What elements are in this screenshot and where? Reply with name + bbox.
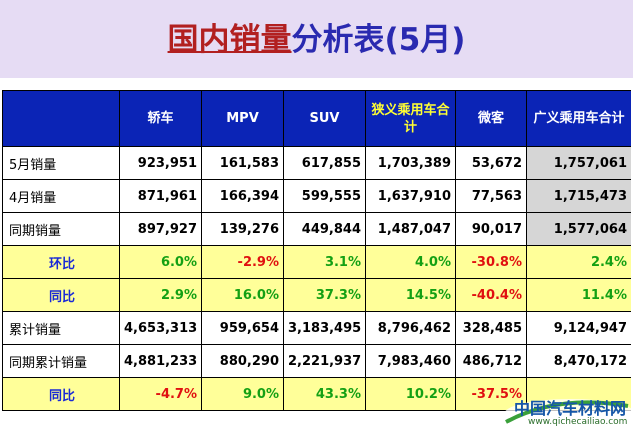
table-cell: 3.1% <box>283 245 366 279</box>
table-row: 同比 2.9% 16.0% 37.3% 14.5% -40.4% 11.4% <box>2 278 631 312</box>
table-cell: 3,183,495 <box>283 311 366 345</box>
table-row: 5月销量 923,951 161,583 617,855 1,703,389 53,672… <box>2 146 631 180</box>
table-cell: 328,485 <box>455 311 527 345</box>
watermark-logo <box>504 399 633 429</box>
row-label: 4月销量 <box>2 179 120 213</box>
watermark-name: 中国汽车材料网 <box>514 399 627 418</box>
table-cell: 139,276 <box>201 212 284 246</box>
table-cell: -2.9% <box>201 245 284 279</box>
row-label: 环比 <box>2 245 120 279</box>
table-header-row: 轿车 MPV SUV 狭义乘用车合计 微客 广义乘用车合计 <box>2 90 631 147</box>
row-label: 累计销量 <box>2 311 120 345</box>
table-cell: 897,927 <box>119 212 202 246</box>
header-cell <box>2 90 120 147</box>
title-part-1: 国内销量 <box>167 22 292 58</box>
header-cell: 微客 <box>455 90 527 147</box>
table-cell: 9.0% <box>201 377 284 411</box>
page-title: 国内销量分析表(5月) <box>0 14 633 59</box>
row-label: 同比 <box>2 377 120 411</box>
table-cell: 16.0% <box>201 278 284 312</box>
row-label: 同比 <box>2 278 120 312</box>
watermark-arc-icon <box>505 400 629 424</box>
header-cell: SUV <box>283 90 366 147</box>
table-cell: 9,124,947 <box>526 311 631 345</box>
table-cell: 2.4% <box>526 245 631 279</box>
table-cell: 599,555 <box>283 179 366 213</box>
table-cell: 1,637,910 <box>365 179 456 213</box>
table-cell: 8,796,462 <box>365 311 456 345</box>
table-cell: 617,855 <box>283 146 366 180</box>
table-cell: 4,881,233 <box>119 344 202 378</box>
table-cell: 7,983,460 <box>365 344 456 378</box>
table-row: 4月销量 871,961 166,394 599,555 1,637,910 77,563… <box>2 179 631 213</box>
table-cell: 43.3% <box>283 377 366 411</box>
header-cell: MPV <box>201 90 284 147</box>
table-cell: 53,672 <box>455 146 527 180</box>
table-cell: 1,577,064 <box>526 212 631 246</box>
table-cell: 449,844 <box>283 212 366 246</box>
table-cell: -30.8% <box>455 245 527 279</box>
header-cell: 广义乘用车合计 <box>526 90 631 147</box>
table-cell: 90,017 <box>455 212 527 246</box>
table-row: 环比 6.0% -2.9% 3.1% 4.0% -30.8% 2.4% <box>2 245 631 279</box>
table-cell: -4.7% <box>119 377 202 411</box>
table-row: 同期销量 897,927 139,276 449,844 1,487,047 90,017… <box>2 212 631 246</box>
row-label: 同期累计销量 <box>2 344 120 378</box>
table-cell: 1,757,061 <box>526 146 631 180</box>
table-cell: 2.9% <box>119 278 202 312</box>
table-cell: 1,487,047 <box>365 212 456 246</box>
table-cell: 14.5% <box>365 278 456 312</box>
table-cell: 6.0% <box>119 245 202 279</box>
table-cell: 1,715,473 <box>526 179 631 213</box>
title-banner <box>0 0 633 78</box>
table-cell: 161,583 <box>201 146 284 180</box>
sales-table: 轿车 MPV SUV 狭义乘用车合计 微客 广义乘用车合计 5月销量 923,95… <box>2 90 631 411</box>
table-cell: 77,563 <box>455 179 527 213</box>
row-label: 同期销量 <box>2 212 120 246</box>
header-cell: 轿车 <box>119 90 202 147</box>
watermark-swoosh-icon <box>504 399 633 429</box>
header-cell: 狭义乘用车合计 <box>365 90 456 147</box>
table-cell: 4,653,313 <box>119 311 202 345</box>
table-cell: 37.3% <box>283 278 366 312</box>
table-cell: -37.5% <box>455 377 527 411</box>
table-cell: 486,712 <box>455 344 527 378</box>
table-cell: 871,961 <box>119 179 202 213</box>
table-cell: 959,654 <box>201 311 284 345</box>
table-cell: 166,394 <box>201 179 284 213</box>
table-cell: 10.2% <box>365 377 456 411</box>
table-cell: 1,703,389 <box>365 146 456 180</box>
table-cell: 2,221,937 <box>283 344 366 378</box>
row-label: 5月销量 <box>2 146 120 180</box>
watermark-url: www.qichecailiao.com <box>528 417 628 427</box>
table-row: 同比 -4.7% 9.0% 43.3% 10.2% -37.5% <box>2 377 631 411</box>
table-cell: 923,951 <box>119 146 202 180</box>
table-cell: 11.4% <box>526 278 631 312</box>
table-cell: 4.0% <box>365 245 456 279</box>
table-row: 同期累计销量 4,881,233 880,290 2,221,937 7,983,460… <box>2 344 631 378</box>
table-row: 累计销量 4,653,313 959,654 3,183,495 8,796,462 32… <box>2 311 631 345</box>
title-part-2: 分析表(5月) <box>291 22 466 58</box>
sales-table-container: 轿车 MPV SUV 狭义乘用车合计 微客 广义乘用车合计 5月销量 923,95… <box>2 90 631 433</box>
table-cell: 880,290 <box>201 344 284 378</box>
table-cell: 8,470,172 <box>526 344 631 378</box>
table-cell: -40.4% <box>455 278 527 312</box>
